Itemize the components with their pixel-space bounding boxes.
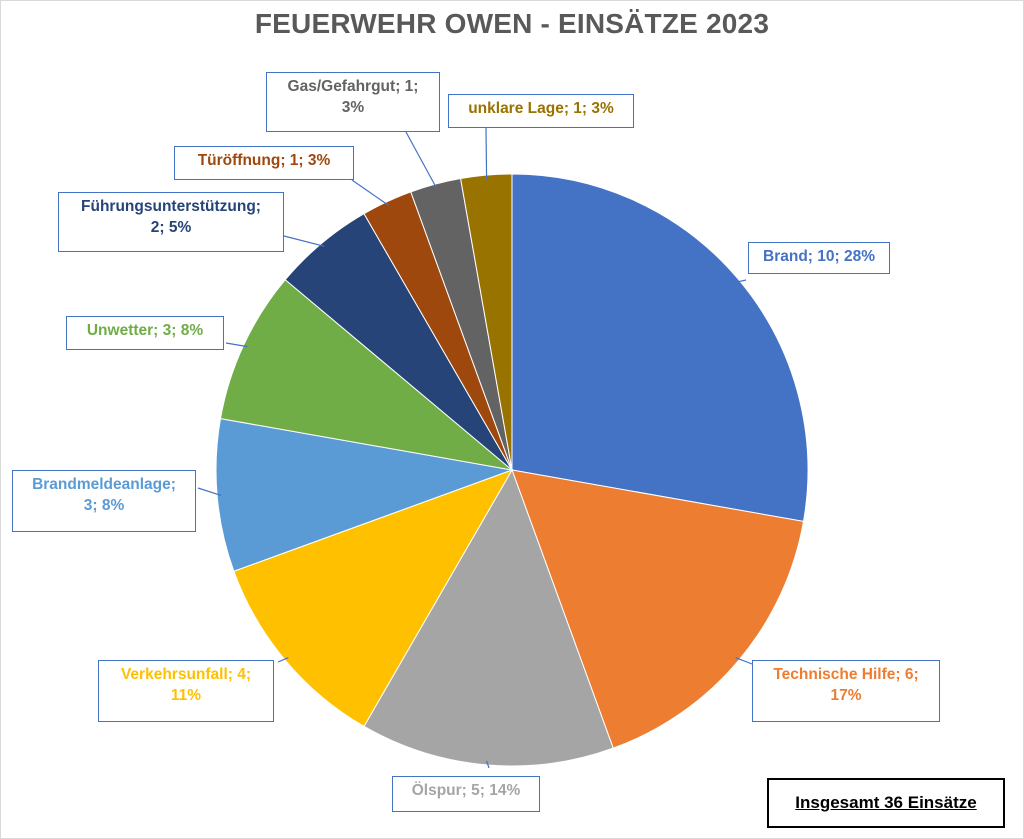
data-label: Verkehrsunfall; 4; 11%	[98, 660, 274, 722]
data-label: Brandmeldeanlage; 3; 8%	[12, 470, 196, 532]
data-label-line-1: Ölspur; 5; 14%	[411, 782, 521, 799]
data-label-line-1: Brand; 10; 28%	[763, 248, 875, 265]
data-label: Unwetter; 3; 8%	[66, 316, 224, 350]
data-label: unklare Lage; 1; 3%	[448, 94, 634, 128]
leader-line	[277, 657, 289, 663]
data-label-line-1: Verkehrsunfall; 4;	[120, 666, 252, 683]
leader-line	[735, 279, 747, 283]
data-label-line-1: Führungsunterstützung;	[81, 198, 261, 215]
data-label-line-2: 3%	[341, 99, 365, 116]
leader-line	[485, 127, 488, 180]
chart-title: FEUERWEHR OWEN - EINSÄTZE 2023	[254, 8, 770, 39]
data-label-line-2: 11%	[170, 687, 202, 704]
leader-line	[283, 235, 325, 247]
leader-line	[405, 131, 437, 189]
pie-slice-technische-hilfe	[511, 469, 805, 749]
data-label: Türöffnung; 1; 3%	[174, 146, 354, 180]
leader-line	[486, 760, 490, 769]
data-label-line-1: Türöffnung; 1; 3%	[197, 152, 331, 169]
data-label-line-2: 3; 8%	[83, 497, 125, 514]
data-label: Technische Hilfe; 6; 17%	[752, 660, 940, 722]
data-label-line-1: Gas/Gefahrgut; 1;	[287, 78, 419, 95]
pie-slice-ölspur	[363, 468, 614, 767]
data-label: Brand; 10; 28%	[748, 242, 890, 274]
pie-slice-brandmeldeanlage	[215, 418, 514, 572]
data-label: Gas/Gefahrgut; 1; 3%	[266, 72, 440, 132]
pie-slice-brand	[511, 173, 809, 522]
data-label: Führungsunterstützung; 2; 5%	[58, 192, 284, 252]
total-note: Insgesamt 36 Einsätze	[767, 778, 1005, 828]
data-label-line-1: Unwetter; 3; 8%	[86, 322, 204, 339]
data-label-line-2: 17%	[830, 687, 862, 704]
leader-line	[351, 179, 389, 206]
data-label-line-1: Technische Hilfe; 6;	[773, 666, 919, 683]
pie-slice-unwetter	[219, 279, 514, 471]
data-label-line-1: unklare Lage; 1; 3%	[468, 100, 614, 117]
leader-line	[735, 657, 753, 665]
data-label-line-1: Brandmeldeanlage;	[32, 476, 176, 493]
data-label-line-2: 2; 5%	[150, 219, 192, 236]
pie-slice-verkehrsunfall	[233, 469, 514, 728]
leader-line	[225, 342, 248, 348]
leader-line	[197, 487, 222, 496]
data-label: Ölspur; 5; 14%	[392, 776, 540, 812]
